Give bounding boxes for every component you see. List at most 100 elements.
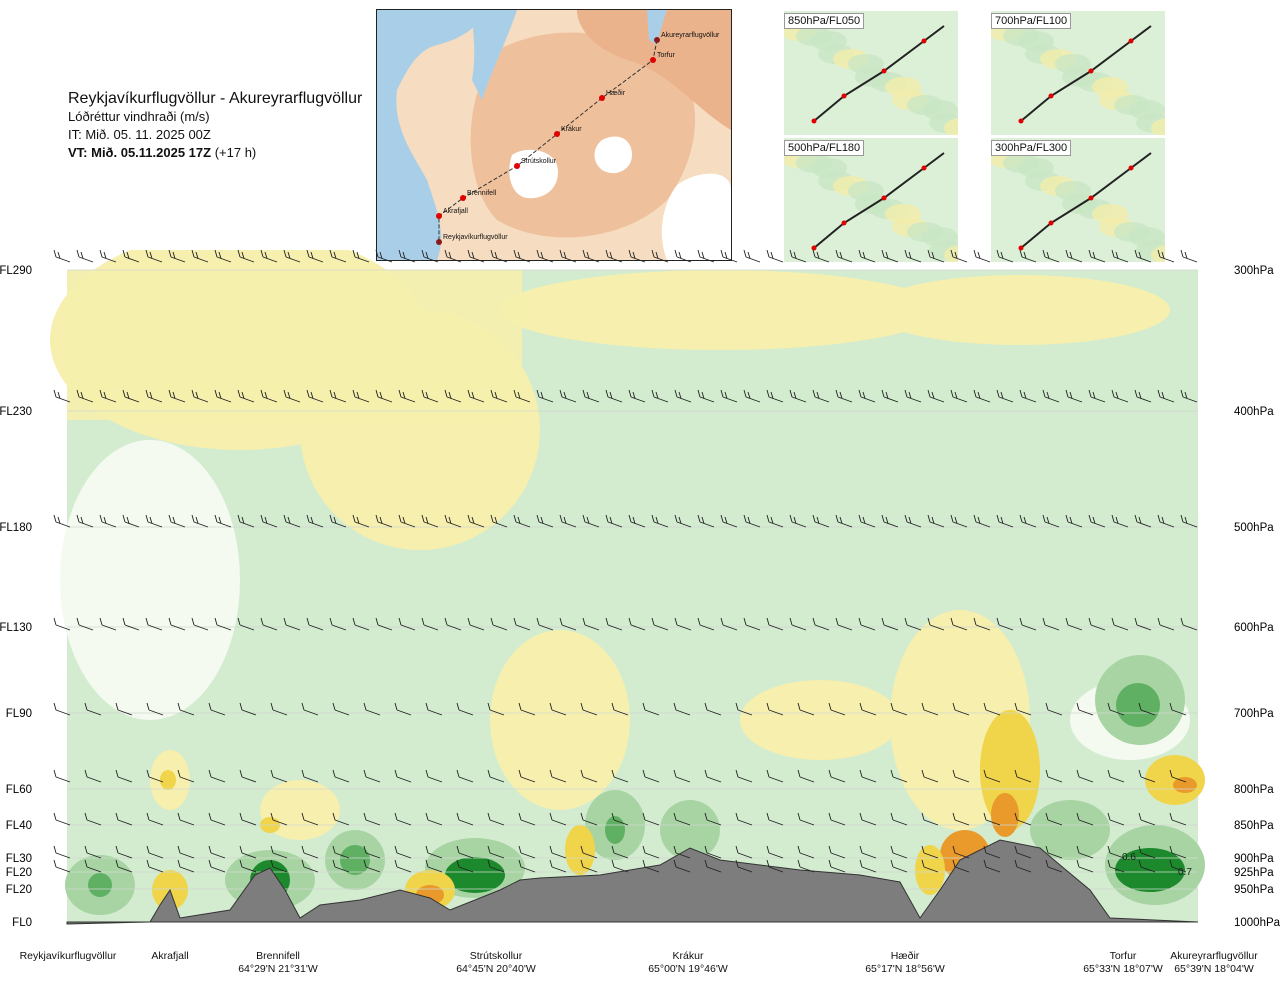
wind-barb	[363, 859, 381, 873]
wind-barb	[1138, 812, 1156, 826]
map-sea-west	[377, 10, 487, 260]
station-coord: 65°00'N 19°46'W	[648, 963, 728, 975]
wind-barb	[1014, 859, 1032, 873]
wind-barb	[828, 859, 846, 873]
wind-barb	[1014, 769, 1032, 783]
wind-barb	[513, 389, 531, 403]
wind-barb	[239, 845, 257, 859]
wind-barb	[1180, 617, 1198, 631]
wind-barb	[467, 617, 485, 631]
wind-barb	[487, 769, 505, 783]
pressure-label-10: 1000hPa	[1234, 917, 1280, 929]
wind-barb	[559, 514, 577, 528]
lead-time: (+17 h)	[214, 145, 257, 160]
wind-barb	[191, 250, 209, 263]
wind-barb	[890, 859, 908, 873]
station-name: Brennifell	[256, 950, 300, 962]
wind-barb	[456, 702, 474, 716]
wind-barb	[720, 389, 738, 403]
wind-barb	[122, 617, 140, 631]
wind-barb	[766, 514, 784, 528]
wind-barb	[1138, 702, 1156, 716]
wind-barb	[1180, 389, 1198, 403]
wind-barb	[704, 859, 722, 873]
wind-barb	[651, 250, 669, 263]
wind-barb	[329, 250, 347, 263]
wind-barb	[996, 250, 1014, 263]
wind-barb	[84, 702, 102, 716]
wind-barb	[642, 845, 660, 859]
inset-300-field	[991, 148, 1165, 262]
annotation-1: 0.6	[1122, 852, 1136, 863]
inset-300: 300hPa/FL300	[991, 138, 1165, 262]
wind-barb	[146, 702, 164, 716]
wind-barb	[177, 859, 195, 873]
wind-barb	[168, 389, 186, 403]
pressure-label-4: 700hPa	[1234, 708, 1274, 720]
wind-barb	[927, 514, 945, 528]
wind-barb	[559, 250, 577, 263]
wind-barb	[145, 250, 163, 263]
wind-barb	[890, 845, 908, 859]
wind-barb	[115, 812, 133, 826]
pressure-label-0: 300hPa	[1234, 265, 1274, 277]
wind-barb	[983, 845, 1001, 859]
wind-barb	[720, 514, 738, 528]
wind-barb	[487, 859, 505, 873]
wind-barb	[270, 702, 288, 716]
station-name: Hæðir	[890, 950, 920, 962]
annotation-2: 0.7	[1178, 867, 1192, 878]
wind-barb	[76, 617, 94, 631]
wind-barb	[53, 250, 71, 263]
wind-barb	[950, 617, 968, 631]
wind-barb	[704, 769, 722, 783]
wind-barb	[283, 250, 301, 263]
wind-barb	[611, 812, 629, 826]
wind-barb	[1019, 250, 1037, 263]
wind-barb	[611, 769, 629, 783]
route-point-6	[436, 213, 442, 219]
wind-barb	[208, 812, 226, 826]
pressure-label-9: 950hPa	[1234, 884, 1274, 896]
pressure-label-5: 800hPa	[1234, 784, 1274, 796]
wind-barb	[549, 812, 567, 826]
wind-barb	[1107, 702, 1125, 716]
wind-barb	[490, 514, 508, 528]
wind-barb	[115, 859, 133, 873]
fl-label-4: FL90	[6, 708, 32, 720]
wind-barb	[425, 859, 443, 873]
wind-barb	[996, 389, 1014, 403]
wind-barb	[580, 845, 598, 859]
fl-label-5: FL60	[6, 784, 32, 796]
wind-barb	[146, 812, 164, 826]
wind-barb	[306, 514, 324, 528]
fl-label-1: FL230	[0, 406, 32, 418]
wind-barb	[766, 812, 784, 826]
wind-barb	[122, 250, 140, 263]
wind-barb	[146, 845, 164, 859]
wind-barb	[239, 702, 257, 716]
wind-barb	[214, 514, 232, 528]
wind-barb	[1088, 250, 1106, 263]
route-point-2	[599, 95, 605, 101]
wind-barb	[444, 617, 462, 631]
wind-barb	[952, 702, 970, 716]
wind-barb	[84, 769, 102, 783]
wind-barb	[425, 812, 443, 826]
wind-barb	[858, 617, 876, 631]
wind-barb	[904, 514, 922, 528]
field-cell-6	[740, 680, 900, 760]
wind-barb	[76, 250, 94, 263]
wind-barb	[549, 702, 567, 716]
wind-barb	[1157, 389, 1175, 403]
wind-barb	[536, 389, 554, 403]
wind-barb	[260, 250, 278, 263]
wind-barb	[952, 769, 970, 783]
wind-barb	[487, 845, 505, 859]
wind-barb	[99, 250, 117, 263]
wind-barb	[306, 250, 324, 263]
pressure-label-7: 900hPa	[1234, 853, 1274, 865]
wind-barb	[398, 389, 416, 403]
wind-barb	[456, 769, 474, 783]
wind-barb	[921, 769, 939, 783]
